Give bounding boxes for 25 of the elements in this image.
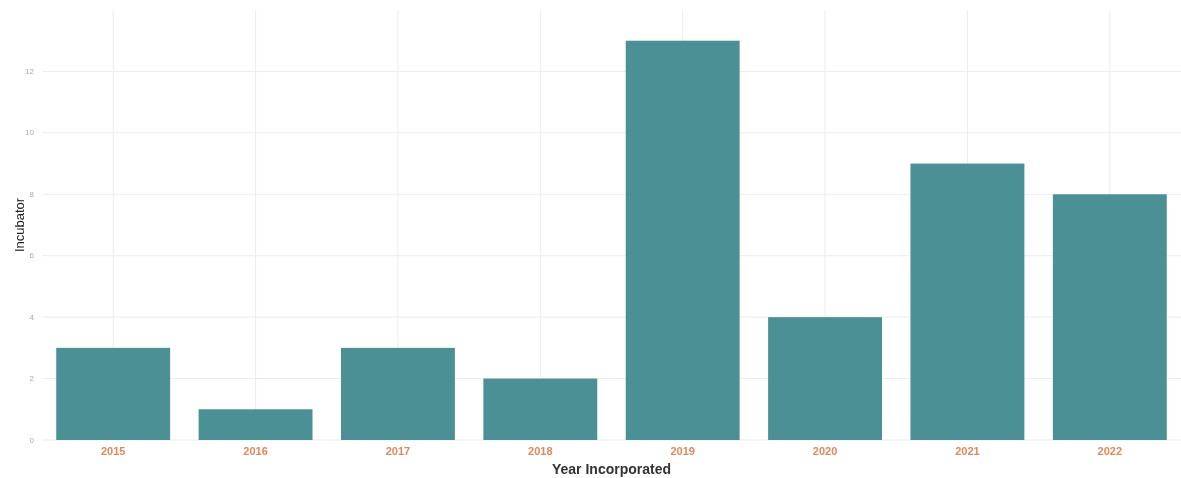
x-tick-label: 2017: [385, 445, 411, 457]
x-tick-label: 2018: [528, 445, 553, 457]
x-tick-label: 2020: [812, 445, 838, 457]
y-tick-label: 6: [29, 251, 35, 261]
y-tick-label: 0: [29, 435, 35, 445]
bar: [625, 40, 740, 440]
y-tick-label: 12: [25, 66, 35, 76]
bar: [198, 409, 313, 440]
x-tick-label: 2022: [1097, 445, 1123, 457]
bar: [340, 347, 455, 440]
bar: [483, 378, 598, 440]
y-tick-label: 8: [29, 189, 35, 199]
x-tick-label: 2016: [243, 445, 268, 457]
x-axis-title: Year Incorporated: [551, 461, 672, 477]
y-tick-label: 10: [25, 128, 35, 138]
x-tick-label: 2019: [670, 445, 695, 457]
y-tick-label: 2: [29, 374, 35, 384]
x-tick-label: 2021: [955, 445, 980, 457]
y-tick-label: 4: [29, 312, 35, 322]
bar: [1052, 194, 1167, 440]
bar: [910, 163, 1025, 440]
bar: [768, 317, 883, 440]
bar: [56, 347, 171, 440]
y-axis-title: Incubator: [12, 197, 27, 253]
x-tick-label: 2015: [100, 445, 126, 457]
